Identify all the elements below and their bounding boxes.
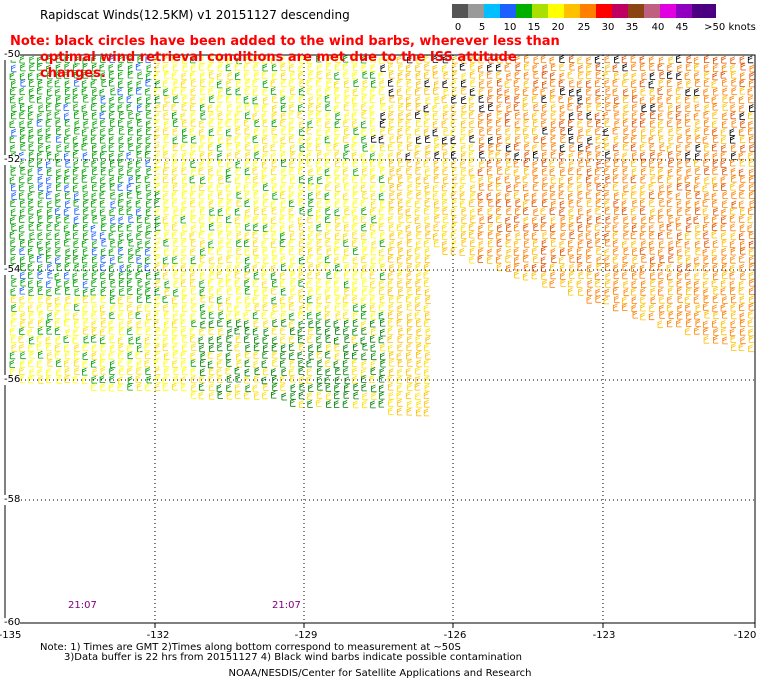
lon-label: -123 xyxy=(592,630,616,641)
lat-label: -50 xyxy=(4,49,21,60)
legend-swatch xyxy=(484,4,504,18)
legend-label: 35 xyxy=(625,22,639,33)
legend-swatch xyxy=(564,4,584,18)
legend-swatch xyxy=(660,4,680,18)
legend-swatch xyxy=(548,4,568,18)
time-label: 21:07 xyxy=(68,600,97,611)
map-frame xyxy=(4,54,756,624)
lat-label: -56 xyxy=(4,374,21,385)
wind-barbs-layer xyxy=(9,54,755,417)
lon-label: -135 xyxy=(0,630,22,641)
legend-label: 10 xyxy=(503,22,517,33)
legend-label: 0 xyxy=(454,22,462,33)
lat-lon-grid xyxy=(5,55,755,623)
ISS-attitude-note: Note: black circles have been added to t… xyxy=(10,34,570,82)
legend-swatch xyxy=(612,4,632,18)
legend-swatch xyxy=(468,4,488,18)
lat-label: -60 xyxy=(4,617,21,628)
wind-barb-group xyxy=(371,54,755,161)
legend-swatch xyxy=(452,4,472,18)
legend-label: >50 knots xyxy=(704,22,756,33)
legend-label: 5 xyxy=(478,22,486,33)
footnote-line-1: Note: 1) Times are GMT 2)Times along bot… xyxy=(40,642,461,653)
wind-barb-group xyxy=(477,54,755,345)
legend-swatch xyxy=(628,4,648,18)
footnote-line-2: 3)Data buffer is 22 hrs from 20151127 4)… xyxy=(64,652,522,663)
wind-barb-group xyxy=(198,318,386,409)
legend-label: 45 xyxy=(675,22,689,33)
lat-label: -54 xyxy=(4,264,21,275)
note-line-2: optimal wind retrieval conditions are me… xyxy=(40,50,517,81)
legend-label: 20 xyxy=(551,22,565,33)
legend-swatch xyxy=(500,4,520,18)
legend-label: 30 xyxy=(601,22,615,33)
legend-swatch xyxy=(692,4,716,18)
lat-label: -52 xyxy=(4,154,21,165)
time-label: 21:07 xyxy=(272,600,301,611)
legend-swatch xyxy=(676,4,696,18)
legend-swatch xyxy=(644,4,664,18)
legend-label: 40 xyxy=(651,22,665,33)
wind-barb-group xyxy=(11,55,151,295)
legend-swatch xyxy=(516,4,536,18)
lon-label: -132 xyxy=(146,630,170,641)
wind-barb-group xyxy=(387,55,755,417)
wind-barb-group xyxy=(10,54,476,415)
lon-label: -120 xyxy=(733,630,757,641)
wind-barb-group xyxy=(9,54,386,399)
legend-label: 25 xyxy=(577,22,591,33)
lon-label: -129 xyxy=(294,630,318,641)
wind-barb-group xyxy=(9,54,386,391)
credit-line: NOAA/NESDIS/Center for Satellite Applica… xyxy=(228,668,532,679)
note-line-1: Note: black circles have been added to t… xyxy=(10,34,560,49)
map-title: Rapidscat Winds(12.5KM) v1 20151127 desc… xyxy=(40,8,350,22)
x-ticks xyxy=(4,623,756,628)
lon-label: -126 xyxy=(443,630,467,641)
legend-label: 15 xyxy=(527,22,541,33)
lat-label: -58 xyxy=(4,494,21,505)
legend-swatch xyxy=(532,4,552,18)
wind-barb-group xyxy=(477,55,755,272)
legend-swatch xyxy=(580,4,600,18)
legend-swatch xyxy=(596,4,616,18)
